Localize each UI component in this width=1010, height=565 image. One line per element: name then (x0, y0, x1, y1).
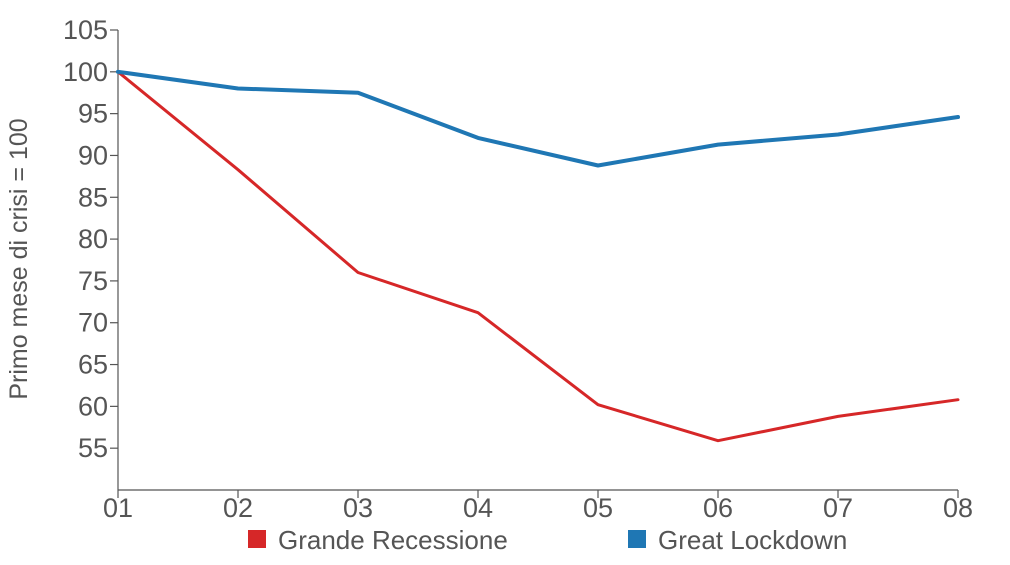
x-tick-label: 03 (343, 493, 373, 523)
y-tick-label: 55 (78, 433, 108, 463)
y-tick-label: 80 (78, 224, 108, 254)
x-tick-label: 07 (823, 493, 853, 523)
series-group (116, 69, 960, 443)
y-tick-label: 75 (78, 266, 108, 296)
legend: Grande Recessione Great Lockdown (248, 525, 847, 555)
x-tick-label: 04 (463, 493, 493, 523)
y-tick-label: 100 (63, 57, 108, 87)
y-ticks: 55 60 65 70 75 80 85 90 95 100 105 (63, 15, 118, 463)
x-tick-label: 01 (103, 493, 133, 523)
y-tick-label: 105 (63, 15, 108, 45)
y-tick-label: 60 (78, 391, 108, 421)
y-tick-label: 65 (78, 350, 108, 380)
legend-label-1: Great Lockdown (658, 525, 847, 555)
series-line-1 (116, 69, 960, 168)
y-tick-label: 85 (78, 182, 108, 212)
series-line-0 (116, 70, 960, 443)
y-axis-title: Primo mese di crisi = 100 (5, 118, 33, 399)
y-tick-label: 95 (78, 99, 108, 129)
x-tick-label: 02 (223, 493, 253, 523)
y-tick-label: 90 (78, 140, 108, 170)
x-tick-label: 06 (703, 493, 733, 523)
legend-swatch-1 (628, 530, 646, 548)
legend-label-0: Grande Recessione (278, 525, 508, 555)
x-tick-label: 08 (943, 493, 973, 523)
legend-swatch-0 (248, 530, 266, 548)
x-tick-label: 05 (583, 493, 613, 523)
y-tick-label: 70 (78, 308, 108, 338)
x-ticks: 01 02 03 04 05 06 07 08 (103, 490, 973, 523)
